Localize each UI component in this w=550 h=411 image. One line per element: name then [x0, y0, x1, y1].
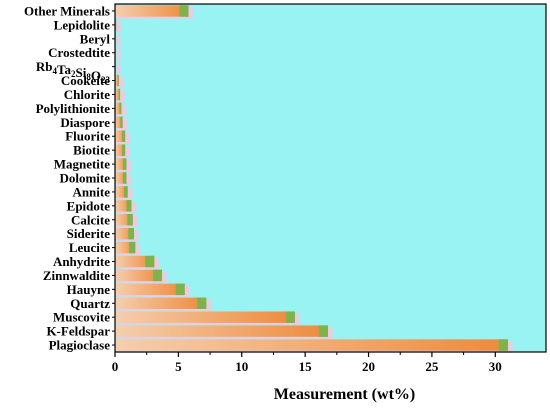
- category-label-other-minerals: Other Minerals: [24, 3, 110, 18]
- bar-shadow-polylithionite: [117, 104, 127, 117]
- bar-cap-diaspore: [120, 116, 123, 129]
- bar-cap-leucite: [129, 241, 136, 254]
- category-label-lepidolite: Lepidolite: [54, 17, 111, 32]
- category-label-cookeite: Cookeite: [61, 73, 110, 88]
- category-label-k-feldspar: K-Feldspar: [46, 324, 110, 339]
- bar-cap-anhydrite: [145, 255, 155, 268]
- bar-fluorite: [115, 130, 126, 142]
- category-label-beryl: Beryl: [80, 31, 111, 46]
- bar-polylithionite: [115, 102, 122, 115]
- category-label-annite: Annite: [72, 184, 110, 199]
- bar-cookeite: [115, 74, 119, 87]
- category-label-diaspore: Diaspore: [60, 115, 110, 130]
- bar-cap-fluorite: [122, 130, 126, 142]
- bar-cap-polylithionite: [119, 102, 122, 115]
- plot-frame: [114, 3, 547, 353]
- bar-cap-muscovite: [286, 311, 296, 323]
- bar-plagioclase: [115, 339, 508, 351]
- category-label-fluorite: Fluorite: [65, 129, 110, 144]
- bar-leucite: [115, 241, 136, 254]
- category-label-calcite: Calcite: [71, 212, 110, 227]
- bar-other-minerals: [115, 5, 189, 17]
- bar-shadow-chlorite: [117, 90, 126, 103]
- bar-cap-quartz: [197, 297, 207, 309]
- bar-cap-calcite: [127, 214, 133, 226]
- category-label-magnetite: Magnetite: [54, 157, 111, 172]
- bar-cap-cookeite: [117, 74, 119, 87]
- category-label-biotite: Biotite: [73, 143, 110, 158]
- x-tick-label: 0: [112, 359, 119, 374]
- x-tick-label: 10: [235, 359, 248, 374]
- bar-shadow-lepidolite: [117, 21, 122, 33]
- bar-zinnwaldite: [115, 269, 162, 282]
- category-label-crostedtite: Crostedtite: [48, 45, 110, 60]
- bar-hauyne: [115, 283, 185, 296]
- x-tick-label: 15: [299, 359, 313, 374]
- bar-cap-chlorite: [118, 88, 121, 101]
- bar-shadow-cookeite: [117, 76, 124, 89]
- bar-biotite: [115, 144, 126, 156]
- category-label-siderite: Siderite: [67, 226, 111, 241]
- bar-annite: [115, 186, 128, 198]
- bar-k-feldspar: [115, 325, 328, 337]
- category-label-muscovite: Muscovite: [53, 310, 110, 325]
- category-label-leucite: Leucite: [69, 240, 110, 255]
- bar-cap-other-minerals: [179, 5, 189, 17]
- bar-cap-annite: [123, 186, 128, 198]
- bar-diaspore: [115, 116, 123, 129]
- bar-quartz: [115, 297, 207, 309]
- x-tick-label: 30: [489, 359, 502, 374]
- bar-cap-epidote: [126, 200, 132, 212]
- bar-calcite: [115, 214, 133, 226]
- bar-cap-siderite: [128, 227, 135, 240]
- bar-cap-plagioclase: [498, 339, 508, 351]
- bar-muscovite: [115, 311, 296, 323]
- bar-shadow-rb4ta2si8o23: [117, 62, 121, 75]
- category-label-quartz: Quartz: [70, 296, 110, 311]
- x-tick-label: 25: [425, 359, 439, 374]
- bar-cap-magnetite: [122, 158, 127, 170]
- bar-cap-k-feldspar: [318, 325, 328, 337]
- x-tick-label: 5: [175, 359, 182, 374]
- category-label-zinnwaldite: Zinnwaldite: [43, 268, 110, 283]
- bar-dolomite: [115, 172, 127, 184]
- bar-shadow-beryl: [117, 35, 121, 47]
- bar-cap-dolomite: [122, 172, 127, 184]
- x-tick-label: 20: [362, 359, 375, 374]
- bar-shadow-crostedtite: [117, 49, 121, 61]
- bar-lepidolite: [115, 19, 117, 31]
- bar-anhydrite: [115, 255, 155, 268]
- category-label-hauyne: Hauyne: [67, 282, 111, 297]
- category-label-dolomite: Dolomite: [59, 171, 110, 186]
- category-label-rb4ta2si8o23: Rb4Ta2Si8O23: [36, 59, 111, 85]
- category-label-anhydrite: Anhydrite: [53, 254, 110, 269]
- category-label-chlorite: Chlorite: [64, 87, 110, 102]
- category-label-polylithionite: Polylithionite: [36, 101, 111, 116]
- bar-cap-biotite: [122, 144, 126, 156]
- bar-siderite: [115, 227, 135, 240]
- bar-cap-zinnwaldite: [152, 269, 162, 282]
- bar-epidote: [115, 200, 132, 212]
- category-label-epidote: Epidote: [67, 198, 111, 213]
- bar-cap-hauyne: [175, 283, 185, 296]
- x-axis-title: Measurement (wt%): [274, 386, 415, 403]
- bar-chlorite: [115, 88, 121, 101]
- bar-magnetite: [115, 158, 127, 170]
- category-label-plagioclase: Plagioclase: [49, 338, 111, 353]
